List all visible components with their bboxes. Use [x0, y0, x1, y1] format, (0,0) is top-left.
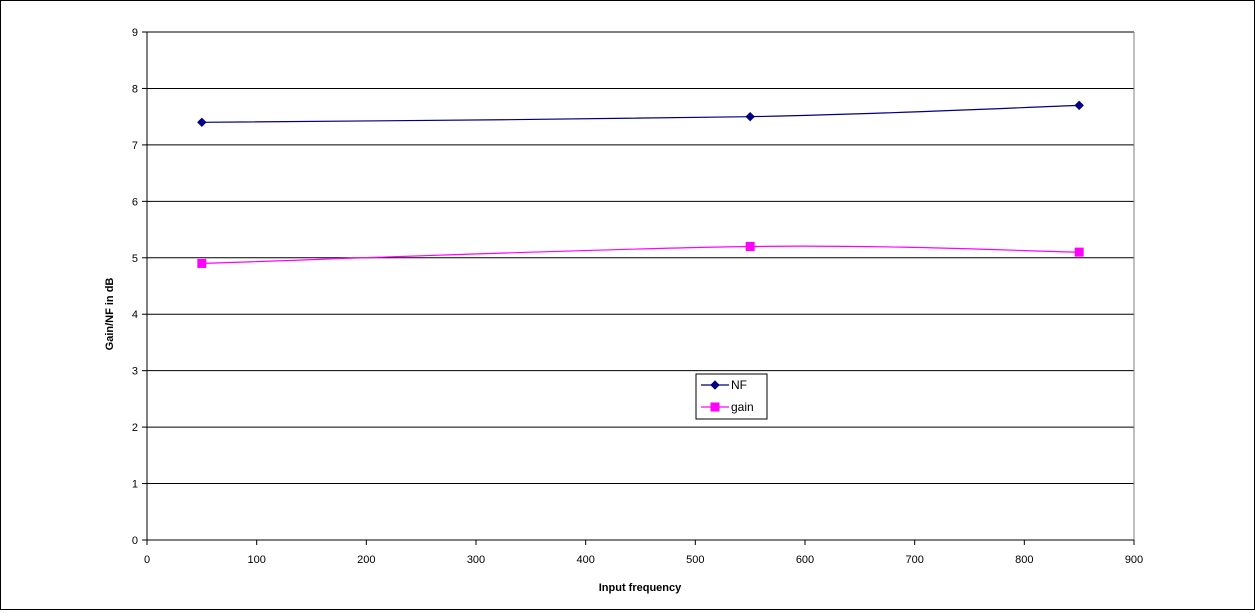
x-tick-label: 900: [1125, 554, 1143, 566]
legend-marker-nf: [710, 380, 720, 390]
x-tick-label: 0: [144, 554, 150, 566]
series-line-gain: [201, 245, 1080, 265]
x-tick-label: 700: [905, 554, 923, 566]
legend-label-gain: gain: [731, 400, 754, 414]
x-tick-label: 400: [576, 554, 594, 566]
y-tick-label: 5: [132, 253, 138, 265]
data-point-gain: [745, 241, 755, 251]
data-point-nf: [745, 111, 755, 122]
data-point-gain: [197, 258, 207, 268]
y-tick-label: 4: [132, 309, 138, 321]
x-tick-label: 200: [357, 554, 375, 566]
y-tick-label: 8: [132, 83, 138, 95]
x-tick-label: 600: [796, 554, 814, 566]
y-tick-label: 0: [132, 535, 138, 547]
y-tick-label: 1: [132, 479, 138, 491]
y-tick-label: 7: [132, 140, 138, 152]
x-tick-label: 500: [686, 554, 704, 566]
legend-label-nf: NF: [731, 378, 747, 392]
y-axis-title: Gain/NF in dB: [104, 278, 116, 351]
y-tick-label: 2: [132, 422, 138, 434]
x-tick-label: 800: [1015, 554, 1033, 566]
axes: 0 1 2 3 4 5 6 7 8 9 0 100 200 300 400 500 600 700 800 900: [132, 27, 1143, 566]
series-line-nf: [201, 104, 1080, 123]
data-point-nf: [1074, 100, 1084, 111]
series: [197, 100, 1084, 268]
x-tick-label: 100: [247, 554, 265, 566]
data-point-nf: [197, 117, 207, 128]
y-tick-label: 3: [132, 366, 138, 378]
data-point-gain: [1074, 247, 1084, 257]
legend-marker-gain: [710, 402, 720, 412]
y-tick-label: 9: [132, 27, 138, 39]
y-tick-label: 6: [132, 196, 138, 208]
legend: NF gain: [695, 373, 768, 420]
gridlines: [147, 31, 1134, 485]
x-tick-label: 300: [467, 554, 485, 566]
x-axis-title: Input frequency: [599, 582, 682, 594]
legend-box: [695, 373, 768, 420]
